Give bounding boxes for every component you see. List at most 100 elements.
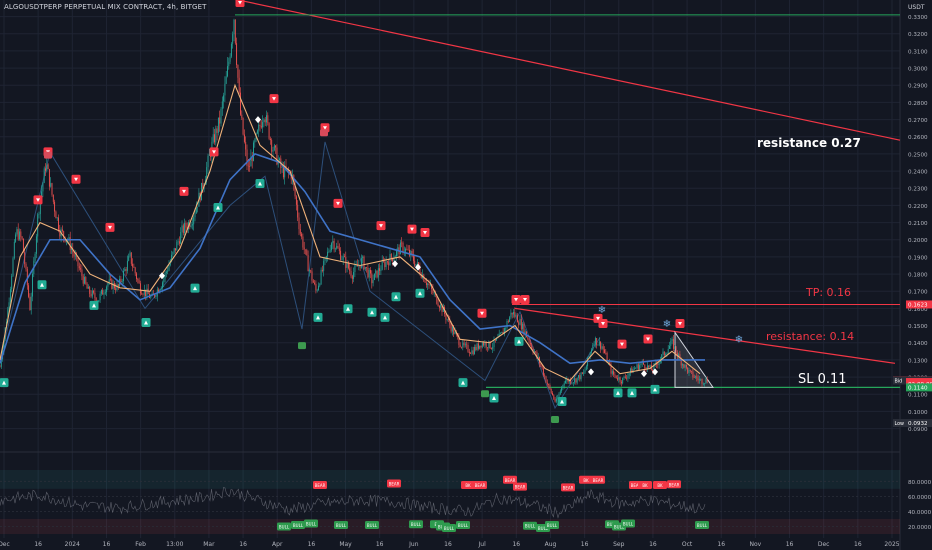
- price-badge-prefix-box: [893, 419, 906, 428]
- time-tick-label: Apr: [272, 541, 283, 548]
- price-tick-label: 0.2400: [908, 170, 928, 176]
- candle-body: [527, 337, 529, 340]
- price-tick-label: 0.2300: [908, 187, 928, 193]
- price-tick-label: 0.2000: [908, 238, 928, 244]
- candle-body: [253, 142, 254, 161]
- candle-body: [567, 379, 569, 383]
- time-tick-label: Aug: [545, 541, 557, 548]
- candle-body: [329, 250, 331, 252]
- candle-body: [54, 201, 56, 212]
- buy-arrow-icon: [370, 310, 374, 315]
- candle-body: [674, 346, 676, 349]
- diamond-marker: [588, 368, 594, 376]
- candle-body: [438, 306, 440, 308]
- candle-body: [80, 268, 82, 270]
- candle-body: [116, 284, 118, 291]
- candle-body: [687, 367, 689, 373]
- price-tick-label: 0.2900: [908, 84, 928, 90]
- candle-body: [342, 256, 344, 260]
- candle-body: [399, 242, 401, 255]
- price-tick-label: 0.0900: [908, 427, 928, 433]
- candle-body: [72, 248, 74, 253]
- candle-body: [247, 165, 249, 167]
- candle-body: [448, 319, 449, 320]
- candle-body: [359, 265, 361, 268]
- candle-body: [99, 293, 101, 301]
- candle-body: [294, 184, 296, 197]
- candle-body: [682, 364, 683, 366]
- candle-body: [337, 245, 339, 249]
- candle-body: [182, 225, 184, 233]
- signal-markers: ❄ ❄ ❄: [0, 0, 743, 423]
- bull-label: [621, 519, 635, 528]
- candle-body: [38, 214, 40, 215]
- buy-arrow-icon: [316, 315, 320, 320]
- candle-body: [704, 383, 706, 384]
- bull-label: [695, 520, 709, 529]
- candle-body: [181, 225, 183, 233]
- candle-body: [405, 248, 407, 252]
- price-tick-label: 0.1400: [908, 341, 928, 347]
- candle-body: [578, 375, 579, 378]
- candle-body: [245, 141, 247, 150]
- candle-body: [697, 378, 699, 381]
- candle-body: [21, 236, 23, 239]
- candle-body: [619, 377, 621, 382]
- sell-ghost-label: [320, 129, 328, 137]
- candle-body: [389, 254, 391, 266]
- bull-label-text: BULL: [623, 521, 634, 526]
- bull-label: [442, 523, 456, 532]
- bear-label: [473, 481, 487, 490]
- candle-body: [301, 233, 303, 237]
- candle-body: [536, 351, 538, 358]
- candle-body: [230, 43, 232, 57]
- candle-body: [221, 101, 223, 109]
- candle-body: [680, 358, 682, 366]
- candle-body: [509, 317, 511, 322]
- candle-body: [701, 379, 703, 384]
- candle-body: [68, 237, 70, 241]
- candle-body: [646, 365, 648, 370]
- candle-body: [425, 282, 427, 285]
- candle-body: [579, 375, 581, 380]
- candle-body: [533, 351, 535, 353]
- candle-body: [484, 342, 486, 346]
- bear-label: [387, 479, 401, 488]
- time-tick-label: Feb: [135, 541, 146, 548]
- buy-arrow-icon: [346, 306, 350, 311]
- candle-body: [128, 256, 130, 261]
- candle-body: [644, 364, 646, 369]
- candle-body: [103, 293, 105, 295]
- candle-body: [163, 278, 165, 283]
- candle-body: [490, 348, 492, 349]
- osc-tick-label: 60.0000: [908, 495, 932, 501]
- candle-body: [275, 145, 277, 148]
- candle-body: [581, 372, 583, 374]
- time-axis[interactable]: Dec 16 2024 16 Feb 13:00 Mar 16 Apr 16 May 16 Jun 16 J…: [0, 541, 900, 548]
- candle-body: [225, 76, 227, 84]
- candle-body: [232, 34, 234, 44]
- candle-body: [639, 365, 641, 370]
- sell-arrow-icon: [423, 231, 427, 235]
- candle-body: [9, 289, 11, 303]
- bear-label: [503, 475, 517, 484]
- diamond-marker: [159, 272, 165, 280]
- candle-body: [489, 341, 491, 349]
- candle-body: [34, 253, 36, 261]
- candle-body: [606, 353, 608, 363]
- candle-body: [393, 257, 395, 261]
- bull-label: [409, 520, 423, 529]
- candle-body: [336, 245, 338, 249]
- candle-body: [615, 375, 617, 379]
- bear-label: [653, 481, 667, 490]
- candle-body: [155, 296, 157, 298]
- time-tick-label: 16: [444, 541, 452, 548]
- candle-body: [162, 282, 163, 288]
- price-axis[interactable]: 0.3300 0.3200 0.3100 0.3000 0.2900 0.2800 0.27…: [908, 15, 928, 433]
- candle-body: [306, 249, 308, 255]
- candle-body: [684, 364, 686, 368]
- candle-body: [241, 114, 243, 118]
- candle-body: [214, 134, 215, 143]
